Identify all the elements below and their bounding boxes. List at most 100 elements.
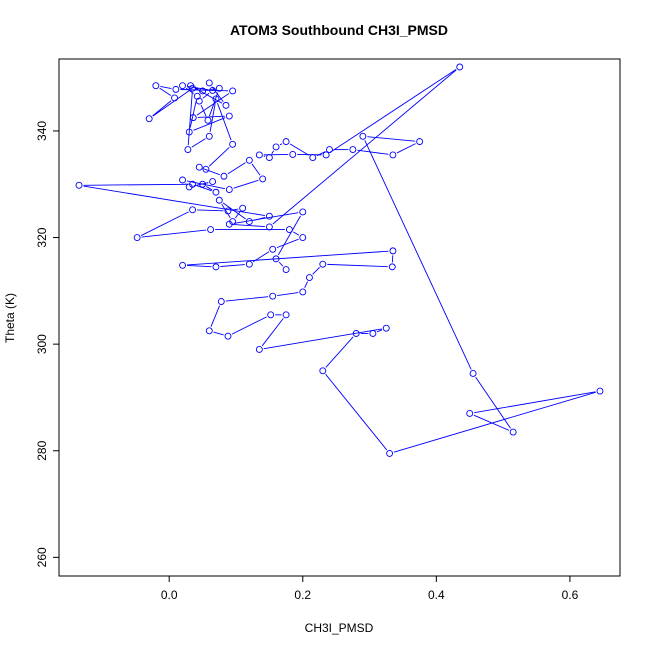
series-line-segment bbox=[196, 93, 230, 116]
series-line-segment bbox=[220, 264, 245, 267]
data-point bbox=[255, 346, 263, 353]
data-point bbox=[204, 116, 212, 124]
data-point bbox=[179, 261, 187, 269]
data-point bbox=[299, 288, 307, 296]
data-point bbox=[179, 82, 187, 90]
data-point bbox=[265, 223, 273, 231]
data-point bbox=[212, 188, 220, 196]
series-line-segment bbox=[289, 143, 310, 156]
data-point bbox=[382, 324, 390, 332]
series-line-segment bbox=[227, 162, 246, 175]
data-point bbox=[285, 226, 293, 234]
data-point bbox=[326, 146, 333, 154]
x-tick-label: 0.2 bbox=[294, 588, 311, 602]
series-line-segment bbox=[261, 318, 284, 347]
data-point bbox=[195, 97, 203, 105]
data-point bbox=[272, 255, 280, 263]
chart-title: ATOM3 Southbound CH3I_PMSD bbox=[230, 22, 448, 38]
series-line-segment bbox=[187, 250, 389, 266]
series-line-segment bbox=[271, 150, 275, 155]
series-line-segment bbox=[206, 186, 213, 191]
data-point bbox=[596, 387, 604, 395]
data-point bbox=[282, 266, 290, 273]
data-point bbox=[386, 449, 394, 457]
data-point bbox=[75, 181, 83, 189]
series-line-segment bbox=[159, 87, 172, 96]
data-point bbox=[152, 82, 160, 90]
data-point bbox=[224, 332, 232, 340]
series-line-segment bbox=[196, 185, 212, 192]
data-point bbox=[205, 79, 213, 87]
data-point bbox=[319, 367, 327, 375]
series-line-segment bbox=[251, 163, 261, 176]
y-tick-label: 260 bbox=[35, 547, 49, 567]
data-point bbox=[352, 330, 360, 337]
data-point bbox=[184, 146, 192, 154]
x-tick-label: 0.6 bbox=[562, 588, 579, 602]
data-point bbox=[469, 370, 477, 377]
data-point bbox=[245, 156, 253, 164]
data-point bbox=[205, 132, 213, 140]
series-line-segment bbox=[209, 103, 216, 132]
data-point bbox=[215, 196, 223, 204]
data-point bbox=[269, 292, 277, 300]
x-axis-label: CH3I_PMSD bbox=[305, 621, 374, 635]
data-point bbox=[359, 132, 367, 140]
data-point bbox=[145, 115, 153, 123]
series-line-segment bbox=[329, 69, 457, 153]
series-line-segment bbox=[312, 267, 320, 275]
series-line-segment bbox=[202, 92, 210, 99]
series-line-segment bbox=[393, 391, 596, 453]
data-point bbox=[199, 87, 207, 95]
series-line-segment bbox=[232, 208, 239, 211]
series-line-segment bbox=[364, 140, 472, 370]
data-point bbox=[319, 260, 327, 268]
y-axis-label: Theta (K) bbox=[3, 293, 17, 343]
series-line-segment bbox=[208, 147, 230, 167]
y-axis: 260 280 300 320 340 bbox=[35, 121, 59, 567]
data-point bbox=[322, 151, 330, 159]
data-point bbox=[265, 212, 273, 220]
data-point bbox=[466, 409, 474, 417]
y-tick-label: 320 bbox=[35, 227, 49, 247]
series-line-segment bbox=[473, 414, 510, 431]
series-line-segment bbox=[189, 100, 197, 128]
y-tick-label: 280 bbox=[35, 440, 49, 460]
series-line-segment bbox=[263, 328, 382, 350]
series-line-segment bbox=[327, 263, 388, 268]
data-point bbox=[255, 151, 263, 159]
data-point bbox=[185, 128, 193, 136]
data-point bbox=[207, 226, 215, 234]
data-point bbox=[189, 114, 197, 122]
data-point bbox=[282, 311, 290, 319]
series-line-segment bbox=[225, 296, 269, 302]
series-line-segment bbox=[191, 138, 206, 148]
data-point bbox=[172, 85, 180, 93]
data-point bbox=[212, 95, 220, 103]
data-point bbox=[215, 84, 223, 92]
series-line-segment bbox=[233, 212, 299, 224]
series-line-segment bbox=[180, 89, 229, 92]
data-point bbox=[289, 150, 297, 158]
data-point bbox=[220, 172, 228, 180]
series-line-segment bbox=[233, 224, 265, 228]
y-tick-label: 340 bbox=[35, 121, 49, 141]
data-point bbox=[229, 87, 237, 95]
series-line-segment bbox=[474, 391, 596, 414]
x-tick-label: 0.0 bbox=[161, 588, 178, 602]
data-point bbox=[195, 163, 203, 171]
data-point bbox=[299, 234, 307, 242]
data-point bbox=[305, 274, 313, 281]
data-point bbox=[222, 101, 230, 109]
series-line-segment bbox=[396, 143, 416, 154]
series-line-segment bbox=[187, 265, 212, 268]
data-point bbox=[389, 247, 397, 255]
data-point bbox=[389, 151, 397, 159]
data-point bbox=[225, 186, 233, 194]
data-point bbox=[416, 138, 424, 146]
series-line-segment bbox=[193, 117, 226, 131]
data-point bbox=[456, 63, 464, 71]
data-point bbox=[245, 218, 253, 226]
series-points bbox=[75, 63, 604, 457]
series-line-segment bbox=[293, 231, 300, 236]
